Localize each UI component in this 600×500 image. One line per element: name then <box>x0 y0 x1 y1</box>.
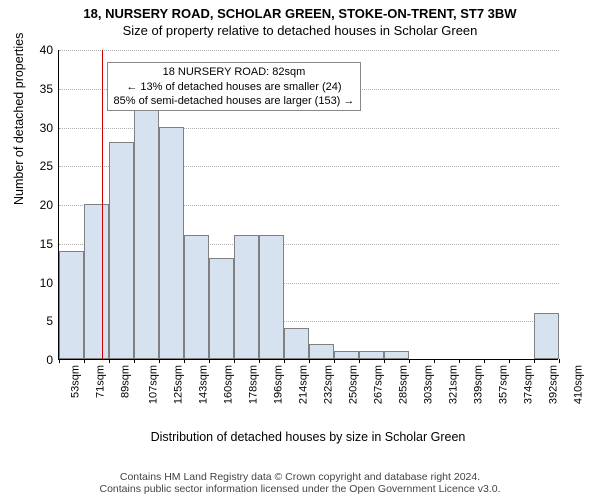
xtick-label: 160sqm <box>223 365 235 404</box>
ytick-label: 10 <box>29 276 59 290</box>
ytick-label: 15 <box>29 237 59 251</box>
xtick-label: 392sqm <box>548 365 560 404</box>
histogram-bar <box>284 328 309 359</box>
xtick-label: 214sqm <box>298 365 310 404</box>
x-axis-label: Distribution of detached houses by size … <box>58 430 558 444</box>
xtick-label: 410sqm <box>573 365 585 404</box>
ytick-label: 5 <box>29 314 59 328</box>
histogram-bar <box>134 103 159 359</box>
xtick-mark <box>234 359 235 363</box>
chart-area: 051015202530354053sqm71sqm89sqm107sqm125… <box>58 50 558 360</box>
gridline <box>59 50 559 51</box>
xtick-label: 339sqm <box>473 365 485 404</box>
xtick-label: 143sqm <box>198 365 210 404</box>
histogram-bar <box>59 251 84 360</box>
xtick-label: 357sqm <box>498 365 510 404</box>
footnote: Contains HM Land Registry data © Crown c… <box>0 471 600 496</box>
plot-region: 051015202530354053sqm71sqm89sqm107sqm125… <box>58 50 558 360</box>
histogram-bar <box>334 351 359 359</box>
chart-title-sub: Size of property relative to detached ho… <box>0 21 600 42</box>
histogram-bar <box>184 235 209 359</box>
xtick-mark <box>359 359 360 363</box>
xtick-mark <box>184 359 185 363</box>
histogram-bar <box>359 351 384 359</box>
histogram-bar <box>534 313 559 360</box>
ytick-label: 25 <box>29 159 59 173</box>
xtick-label: 196sqm <box>273 365 285 404</box>
xtick-mark <box>559 359 560 363</box>
histogram-bar <box>234 235 259 359</box>
annotation-box: 18 NURSERY ROAD: 82sqm← 13% of detached … <box>107 62 362 111</box>
xtick-label: 374sqm <box>523 365 535 404</box>
histogram-bar <box>109 142 134 359</box>
xtick-label: 107sqm <box>148 365 160 404</box>
xtick-mark <box>484 359 485 363</box>
xtick-mark <box>534 359 535 363</box>
chart-title-main: 18, NURSERY ROAD, SCHOLAR GREEN, STOKE-O… <box>0 0 600 21</box>
xtick-mark <box>384 359 385 363</box>
annotation-line1: 18 NURSERY ROAD: 82sqm <box>114 65 355 79</box>
xtick-mark <box>334 359 335 363</box>
xtick-label: 232sqm <box>323 365 335 404</box>
xtick-label: 285sqm <box>398 365 410 404</box>
ytick-label: 30 <box>29 121 59 135</box>
y-axis-label: Number of detached properties <box>12 33 26 205</box>
xtick-mark <box>409 359 410 363</box>
ytick-label: 35 <box>29 82 59 96</box>
xtick-mark <box>259 359 260 363</box>
histogram-bar <box>159 127 184 360</box>
xtick-mark <box>59 359 60 363</box>
annotation-line3: 85% of semi-detached houses are larger (… <box>114 94 355 108</box>
annotation-line2: ← 13% of detached houses are smaller (24… <box>114 80 355 94</box>
ytick-label: 20 <box>29 198 59 212</box>
xtick-label: 250sqm <box>348 365 360 404</box>
xtick-mark <box>509 359 510 363</box>
xtick-label: 53sqm <box>70 365 82 398</box>
xtick-label: 178sqm <box>248 365 260 404</box>
xtick-label: 267sqm <box>373 365 385 404</box>
xtick-label: 125sqm <box>173 365 185 404</box>
xtick-mark <box>84 359 85 363</box>
histogram-bar <box>384 351 409 359</box>
histogram-bar <box>209 258 234 359</box>
reference-line <box>102 50 103 359</box>
ytick-label: 40 <box>29 43 59 57</box>
footnote-line2: Contains public sector information licen… <box>100 483 501 495</box>
xtick-mark <box>109 359 110 363</box>
xtick-mark <box>309 359 310 363</box>
xtick-label: 303sqm <box>423 365 435 404</box>
xtick-mark <box>209 359 210 363</box>
histogram-bar <box>259 235 284 359</box>
xtick-label: 71sqm <box>95 365 107 398</box>
xtick-mark <box>159 359 160 363</box>
footnote-line1: Contains HM Land Registry data © Crown c… <box>120 471 480 483</box>
xtick-mark <box>284 359 285 363</box>
xtick-mark <box>459 359 460 363</box>
ytick-label: 0 <box>29 353 59 367</box>
histogram-bar <box>84 204 109 359</box>
chart-container: { "title_main": "18, NURSERY ROAD, SCHOL… <box>0 0 600 500</box>
xtick-label: 89sqm <box>120 365 132 398</box>
xtick-mark <box>134 359 135 363</box>
xtick-mark <box>434 359 435 363</box>
xtick-label: 321sqm <box>448 365 460 404</box>
histogram-bar <box>309 344 334 360</box>
